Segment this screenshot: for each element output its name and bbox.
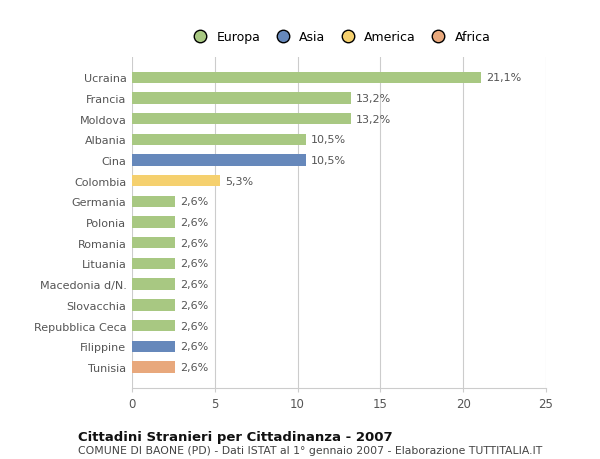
- Text: 13,2%: 13,2%: [356, 114, 391, 124]
- Bar: [132, 176, 220, 187]
- Text: 21,1%: 21,1%: [487, 73, 521, 83]
- Bar: [132, 134, 306, 146]
- Bar: [132, 73, 481, 84]
- Bar: [132, 155, 306, 166]
- Text: 10,5%: 10,5%: [311, 156, 346, 166]
- Bar: [132, 93, 350, 104]
- Text: 2,6%: 2,6%: [180, 300, 208, 310]
- Text: 2,6%: 2,6%: [180, 259, 208, 269]
- Text: 2,6%: 2,6%: [180, 197, 208, 207]
- Text: 2,6%: 2,6%: [180, 321, 208, 331]
- Bar: [132, 238, 175, 249]
- Text: 2,6%: 2,6%: [180, 238, 208, 248]
- Bar: [132, 217, 175, 228]
- Bar: [132, 362, 175, 373]
- Bar: [132, 300, 175, 311]
- Text: 2,6%: 2,6%: [180, 218, 208, 228]
- Legend: Europa, Asia, America, Africa: Europa, Asia, America, Africa: [184, 27, 494, 48]
- Bar: [132, 114, 350, 125]
- Text: Cittadini Stranieri per Cittadinanza - 2007: Cittadini Stranieri per Cittadinanza - 2…: [78, 431, 392, 443]
- Bar: [132, 279, 175, 290]
- Bar: [132, 320, 175, 331]
- Text: 2,6%: 2,6%: [180, 341, 208, 352]
- Bar: [132, 341, 175, 352]
- Text: 2,6%: 2,6%: [180, 280, 208, 290]
- Text: 10,5%: 10,5%: [311, 135, 346, 145]
- Text: 13,2%: 13,2%: [356, 94, 391, 104]
- Text: COMUNE DI BAONE (PD) - Dati ISTAT al 1° gennaio 2007 - Elaborazione TUTTITALIA.I: COMUNE DI BAONE (PD) - Dati ISTAT al 1° …: [78, 445, 542, 455]
- Bar: [132, 196, 175, 207]
- Text: 5,3%: 5,3%: [225, 176, 253, 186]
- Bar: [132, 258, 175, 269]
- Text: 2,6%: 2,6%: [180, 362, 208, 372]
